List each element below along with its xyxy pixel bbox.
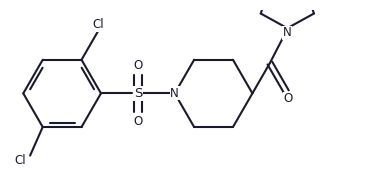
Text: N: N — [170, 87, 179, 100]
Text: S: S — [134, 87, 142, 100]
Text: Cl: Cl — [92, 18, 104, 31]
Text: Cl: Cl — [15, 154, 26, 167]
Text: N: N — [283, 26, 292, 39]
Text: O: O — [133, 59, 142, 72]
Text: N: N — [170, 87, 179, 100]
Text: N: N — [283, 26, 292, 39]
Text: O: O — [284, 92, 293, 105]
Text: O: O — [133, 115, 142, 128]
